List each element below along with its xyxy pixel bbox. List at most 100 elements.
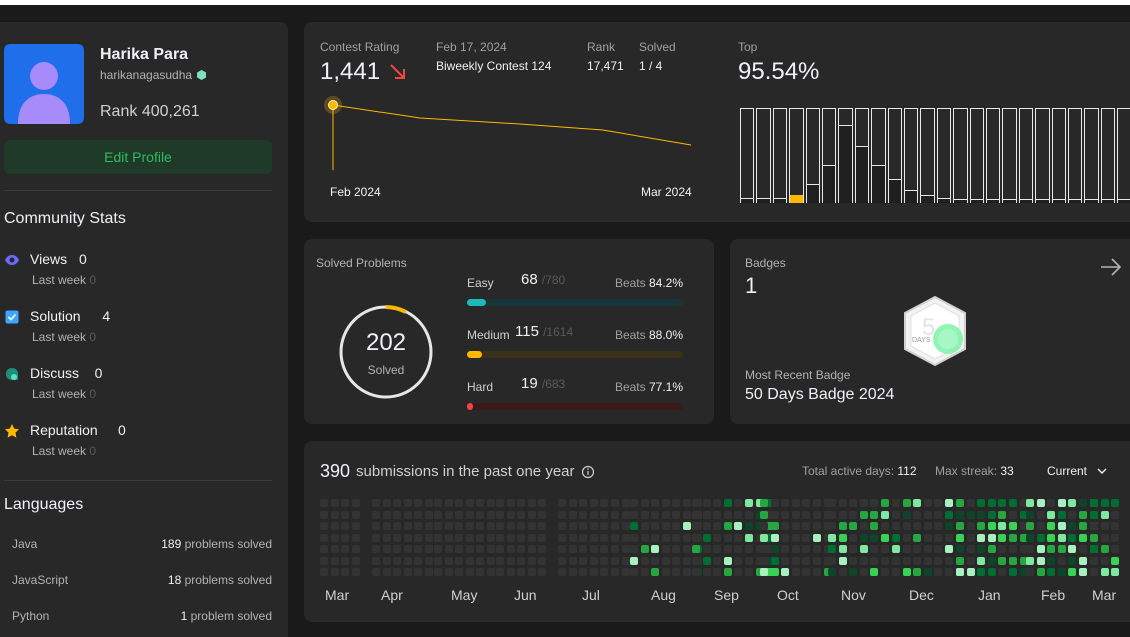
heatmap-cell[interactable] bbox=[1026, 533, 1034, 542]
heatmap-cell[interactable] bbox=[414, 556, 423, 565]
heatmap-cell[interactable] bbox=[781, 510, 790, 519]
heatmap-cell[interactable] bbox=[1111, 510, 1120, 519]
heatmap-cell[interactable] bbox=[487, 545, 495, 553]
heatmap-cell[interactable] bbox=[640, 545, 649, 553]
heatmap-cell[interactable] bbox=[966, 499, 975, 507]
heatmap-cell[interactable] bbox=[579, 568, 588, 576]
50-days-badge-icon[interactable]: 5 bbox=[902, 295, 968, 367]
heatmap-cell[interactable] bbox=[589, 556, 598, 565]
heatmap-cell[interactable] bbox=[683, 545, 691, 553]
heatmap-cell[interactable] bbox=[589, 568, 598, 576]
heatmap-cell[interactable] bbox=[956, 499, 964, 507]
rating-point[interactable] bbox=[328, 100, 338, 110]
heatmap-cell[interactable] bbox=[496, 545, 504, 553]
heatmap-cell[interactable] bbox=[558, 556, 566, 565]
heatmap-cell[interactable] bbox=[320, 533, 328, 542]
heatmap-cell[interactable] bbox=[823, 510, 832, 519]
heatmap-cell[interactable] bbox=[828, 499, 836, 507]
heatmap-cell[interactable] bbox=[372, 522, 380, 530]
heatmap-cell[interactable] bbox=[341, 510, 350, 519]
heatmap-cell[interactable] bbox=[1036, 568, 1045, 576]
heatmap-cell[interactable] bbox=[320, 522, 328, 530]
heatmap-cell[interactable] bbox=[1026, 510, 1034, 519]
heatmap-cell[interactable] bbox=[998, 568, 1007, 576]
heatmap-cell[interactable] bbox=[849, 533, 858, 542]
heatmap-cell[interactable] bbox=[589, 522, 598, 530]
heatmap-cell[interactable] bbox=[351, 545, 360, 553]
heatmap-cell[interactable] bbox=[425, 522, 433, 530]
heatmap-cell[interactable] bbox=[813, 533, 821, 542]
heatmap-cell[interactable] bbox=[661, 499, 670, 507]
heatmap-cell[interactable] bbox=[611, 533, 619, 542]
heatmap-cell[interactable] bbox=[455, 545, 464, 553]
heatmap-cell[interactable] bbox=[661, 568, 670, 576]
heatmap-cell[interactable] bbox=[630, 568, 638, 576]
heatmap-cell[interactable] bbox=[702, 533, 711, 542]
heatmap-cell[interactable] bbox=[382, 568, 391, 576]
heatmap-cell[interactable] bbox=[330, 545, 339, 553]
heatmap-cell[interactable] bbox=[683, 568, 691, 576]
heatmap-cell[interactable] bbox=[372, 499, 380, 507]
heatmap-cell[interactable] bbox=[455, 556, 464, 565]
heatmap-cell[interactable] bbox=[870, 522, 879, 530]
heatmap-cell[interactable] bbox=[640, 522, 649, 530]
heatmap-cell[interactable] bbox=[998, 556, 1007, 565]
heatmap-cell[interactable] bbox=[341, 545, 350, 553]
heatmap-cell[interactable] bbox=[330, 556, 339, 565]
heatmap-cell[interactable] bbox=[434, 568, 442, 576]
heatmap-cell[interactable] bbox=[382, 499, 391, 507]
heatmap-cell[interactable] bbox=[966, 522, 975, 530]
heatmap-cell[interactable] bbox=[838, 533, 847, 542]
heatmap-cell[interactable] bbox=[881, 556, 889, 565]
histogram-bar[interactable] bbox=[1036, 199, 1049, 203]
heatmap-cell[interactable] bbox=[734, 556, 743, 565]
heatmap-cell[interactable] bbox=[341, 533, 350, 542]
heatmap-cell[interactable] bbox=[881, 533, 889, 542]
heatmap-cell[interactable] bbox=[923, 556, 932, 565]
heatmap-cell[interactable] bbox=[781, 522, 790, 530]
heatmap-cell[interactable] bbox=[444, 533, 453, 542]
heatmap-cell[interactable] bbox=[414, 499, 423, 507]
heatmap-cell[interactable] bbox=[923, 533, 932, 542]
heatmap-cell[interactable] bbox=[651, 568, 660, 576]
heatmap-cell[interactable] bbox=[781, 556, 790, 565]
heatmap-cell[interactable] bbox=[568, 545, 577, 553]
heatmap-cell[interactable] bbox=[702, 556, 711, 565]
heatmap-cell[interactable] bbox=[621, 499, 630, 507]
heatmap-cell[interactable] bbox=[902, 556, 911, 565]
heatmap-cell[interactable] bbox=[621, 556, 630, 565]
heatmap-cell[interactable] bbox=[760, 568, 768, 576]
heatmap-cell[interactable] bbox=[781, 568, 790, 576]
heatmap-cell[interactable] bbox=[661, 510, 670, 519]
heatmap-cell[interactable] bbox=[881, 510, 889, 519]
range-select[interactable]: Current bbox=[1037, 460, 1117, 482]
heatmap-cell[interactable] bbox=[476, 568, 485, 576]
heatmap-cell[interactable] bbox=[487, 499, 495, 507]
heatmap-cell[interactable] bbox=[1079, 522, 1087, 530]
heatmap-cell[interactable] bbox=[892, 499, 900, 507]
heatmap-cell[interactable] bbox=[713, 522, 722, 530]
histogram-bar[interactable] bbox=[970, 199, 983, 203]
heatmap-cell[interactable] bbox=[755, 522, 764, 530]
heatmap-cell[interactable] bbox=[902, 522, 911, 530]
heatmap-cell[interactable] bbox=[745, 522, 753, 530]
heatmap-cell[interactable] bbox=[600, 499, 609, 507]
heatmap-cell[interactable] bbox=[802, 545, 811, 553]
heatmap-cell[interactable] bbox=[1047, 568, 1056, 576]
heatmap-cell[interactable] bbox=[1057, 568, 1066, 576]
heatmap-cell[interactable] bbox=[372, 556, 380, 565]
heatmap-cell[interactable] bbox=[476, 545, 485, 553]
heatmap-cell[interactable] bbox=[630, 522, 638, 530]
heatmap-cell[interactable] bbox=[849, 545, 858, 553]
heatmap-cell[interactable] bbox=[600, 545, 609, 553]
heatmap-cell[interactable] bbox=[1090, 522, 1098, 530]
heatmap-cell[interactable] bbox=[998, 499, 1007, 507]
heatmap-cell[interactable] bbox=[734, 568, 743, 576]
heatmap-cell[interactable] bbox=[1036, 556, 1045, 565]
heatmap-cell[interactable] bbox=[506, 533, 515, 542]
heatmap-cell[interactable] bbox=[611, 568, 619, 576]
heatmap-cell[interactable] bbox=[755, 499, 764, 507]
heatmap-cell[interactable] bbox=[1068, 533, 1077, 542]
heatmap-cell[interactable] bbox=[1026, 568, 1034, 576]
heatmap-cell[interactable] bbox=[425, 545, 433, 553]
